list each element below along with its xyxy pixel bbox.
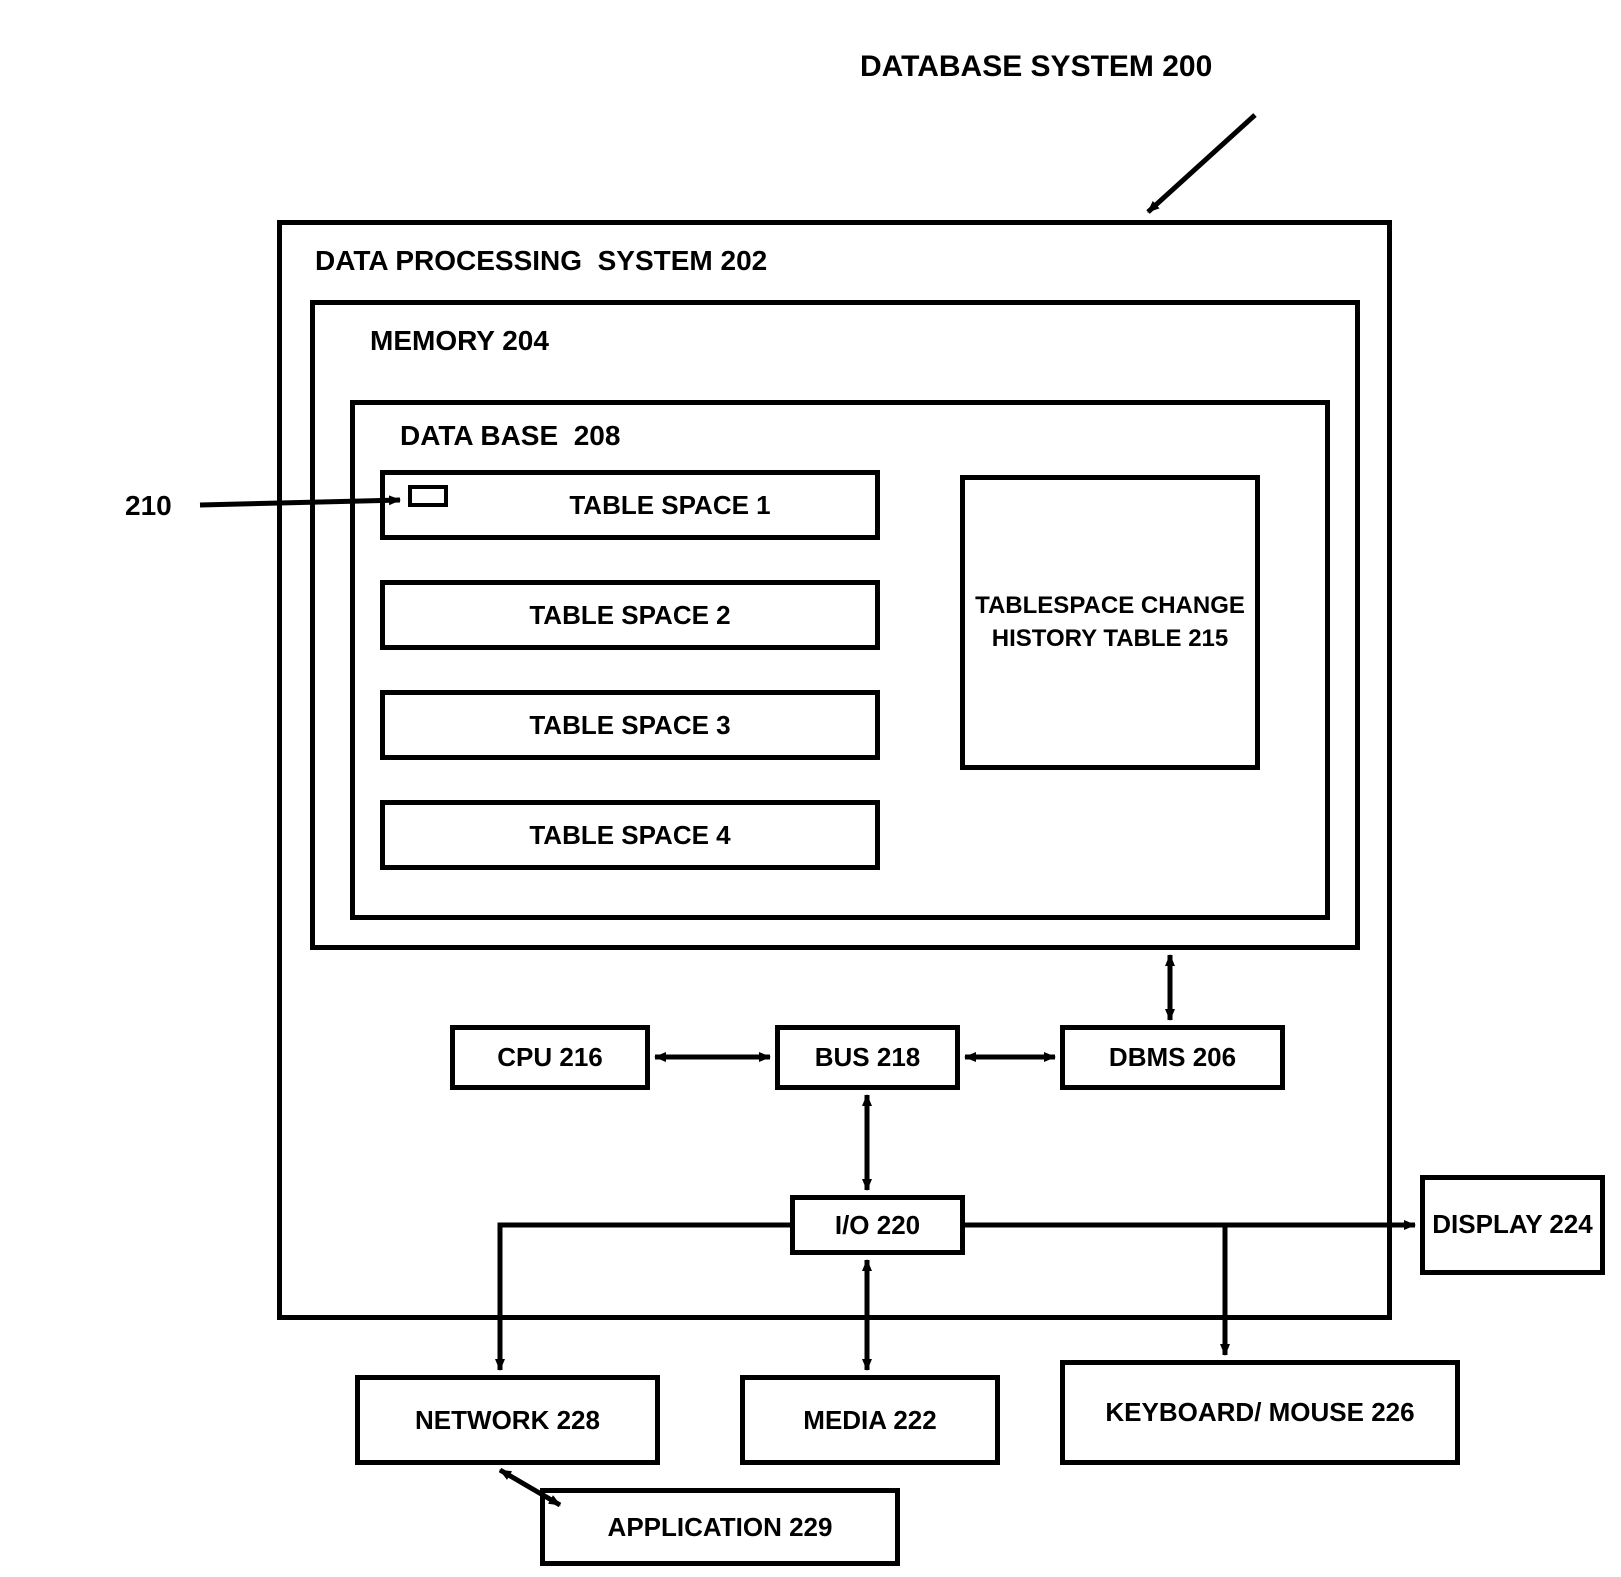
label-table-space-2: TABLE SPACE 2 xyxy=(380,580,880,650)
small-block-icon xyxy=(408,485,448,507)
label-memory: MEMORY 204 xyxy=(370,325,549,357)
label-bus: BUS 218 xyxy=(775,1025,960,1090)
label-network: NETWORK 228 xyxy=(355,1375,660,1465)
label-table-space-1: TABLE SPACE 1 xyxy=(420,470,880,540)
label-keyboard-mouse: KEYBOARD/ MOUSE 226 xyxy=(1060,1360,1460,1465)
label-table-space-3: TABLE SPACE 3 xyxy=(380,690,880,760)
label-dbms: DBMS 206 xyxy=(1060,1025,1285,1090)
label-table-space-4: TABLE SPACE 4 xyxy=(380,800,880,870)
label-data-processing-system: DATA PROCESSING SYSTEM 202 xyxy=(315,245,767,277)
label-io: I/O 220 xyxy=(790,1195,965,1255)
label-media: MEDIA 222 xyxy=(740,1375,1000,1465)
label-display: DISPLAY 224 xyxy=(1420,1175,1605,1275)
callout-210: 210 xyxy=(125,490,172,522)
diagram-title: DATABASE SYSTEM 200 xyxy=(860,50,1212,84)
label-database: DATA BASE 208 xyxy=(400,420,620,452)
label-cpu: CPU 216 xyxy=(450,1025,650,1090)
label-history-table: TABLESPACE CHANGE HISTORY TABLE 215 xyxy=(960,475,1260,770)
label-application: APPLICATION 229 xyxy=(540,1488,900,1566)
